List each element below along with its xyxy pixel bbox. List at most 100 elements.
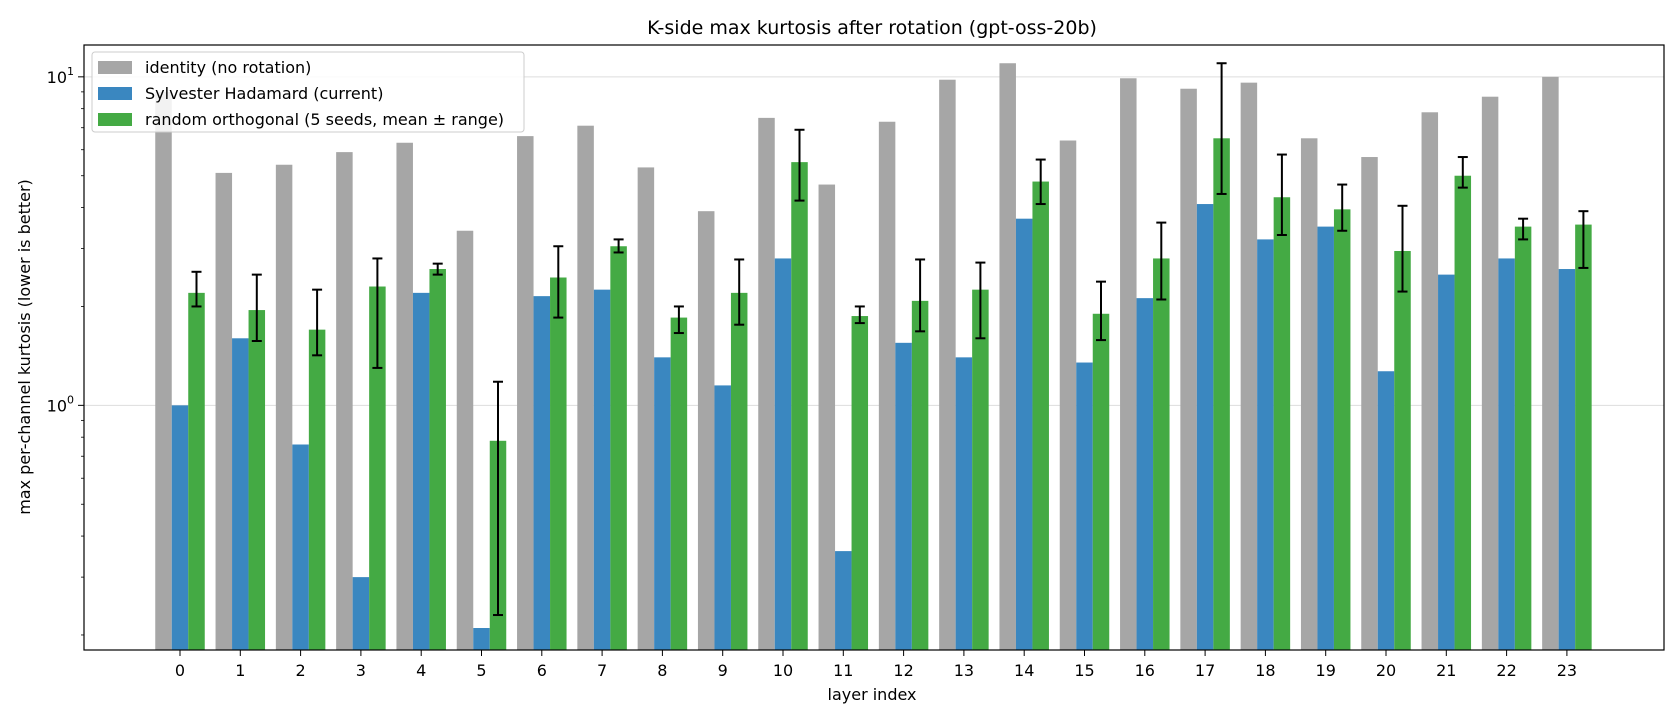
legend-entry-0: identity (no rotation)	[145, 58, 311, 77]
legend-swatch-1	[98, 87, 132, 100]
bar-series0-layer-12	[878, 121, 896, 650]
bar-series1-layer-2	[292, 444, 309, 650]
error-bar-layer-2	[312, 288, 323, 357]
bar-series2-layer-2	[308, 329, 326, 650]
bar-series2-layer-14	[1032, 181, 1049, 650]
bar-series2-layer-10	[791, 162, 808, 650]
bar-series0-layer-5	[456, 230, 474, 650]
error-bar-layer-19	[1337, 183, 1348, 232]
bar-series2-layer-21	[1454, 175, 1472, 650]
error-bar-layer-16	[1156, 221, 1167, 301]
bar-series2-layer-18	[1273, 197, 1291, 651]
bar-series0-layer-13	[939, 79, 956, 650]
error-bar-layer-22	[1518, 217, 1529, 241]
error-bar-layer-15	[1096, 280, 1106, 342]
bar-series0-layer-17	[1180, 88, 1197, 650]
bar-series1-layer-4	[412, 292, 430, 650]
error-bar-layer-13	[975, 261, 986, 340]
bar-series0-layer-9	[697, 211, 715, 651]
x-tick-label-2: 2	[296, 661, 306, 680]
bar-series1-layer-14	[1015, 218, 1033, 650]
legend-swatch-2	[98, 113, 132, 126]
chart-title: K-side max kurtosis after rotation (gpt-…	[647, 17, 1097, 39]
bar-series1-layer-19	[1317, 226, 1334, 650]
bar-series2-layer-23	[1575, 224, 1592, 650]
error-bar-layer-18	[1276, 153, 1287, 237]
bar-series1-layer-12	[895, 342, 912, 650]
bar-series0-layer-14	[999, 63, 1016, 651]
bar-series2-layer-7	[610, 246, 627, 650]
bar-series0-layer-18	[1240, 82, 1258, 650]
bar-series2-layer-6	[550, 277, 567, 650]
legend-box	[91, 51, 525, 133]
bar-series0-layer-11	[818, 184, 836, 650]
bar-series0-layer-19	[1300, 138, 1318, 650]
bar-series0-layer-20	[1361, 157, 1378, 651]
bar-series2-layer-16	[1153, 258, 1170, 650]
bar-series1-layer-9	[714, 385, 731, 650]
bar-series1-layer-17	[1196, 204, 1214, 650]
bar-series2-layer-17	[1213, 138, 1230, 650]
bar-series0-layer-4	[396, 142, 413, 651]
bar-series0-layer-21	[1421, 112, 1439, 651]
x-tick-label-18: 18	[1255, 661, 1275, 680]
bar-series1-layer-0	[171, 405, 189, 650]
bar-series0-layer-2	[275, 164, 293, 650]
bar-series1-layer-7	[593, 289, 611, 650]
x-tick-label-10: 10	[773, 661, 793, 680]
bar-series1-layer-20	[1377, 371, 1395, 650]
error-bar-layer-17	[1216, 62, 1227, 195]
x-tick-label-3: 3	[356, 661, 366, 680]
bar-series1-layer-21	[1438, 274, 1455, 650]
bar-series1-layer-8	[654, 357, 671, 650]
bar-series2-layer-19	[1333, 209, 1351, 650]
error-bar-layer-14	[1035, 158, 1046, 206]
x-tick-label-6: 6	[537, 661, 547, 680]
error-bar-layer-12	[915, 258, 926, 333]
error-bar-layer-23	[1578, 210, 1589, 269]
bar-series2-layer-4	[429, 269, 446, 650]
y-axis-label: max per-channel kurtosis (lower is bette…	[15, 179, 34, 515]
bar-series1-layer-6	[533, 296, 551, 650]
bar-series1-layer-18	[1257, 239, 1274, 650]
x-tick-label-16: 16	[1135, 661, 1155, 680]
error-bar-layer-8	[673, 305, 684, 335]
x-tick-label-19: 19	[1316, 661, 1336, 680]
x-tick-label-23: 23	[1557, 661, 1577, 680]
error-bar-layer-11	[854, 305, 865, 325]
x-tick-label-9: 9	[718, 661, 728, 680]
bar-series0-layer-23	[1542, 76, 1559, 650]
x-tick-label-8: 8	[657, 661, 667, 680]
legend-entry-2: random orthogonal (5 seeds, mean ± range…	[145, 110, 504, 129]
x-tick-label-4: 4	[416, 661, 426, 680]
bar-series1-layer-5	[473, 628, 490, 650]
bar-series0-layer-7	[577, 125, 594, 650]
bar-series2-layer-1	[248, 310, 266, 650]
plot-frame	[83, 44, 1665, 651]
error-bars	[191, 62, 1589, 617]
bar-series1-layer-13	[955, 357, 973, 650]
bar-series2-layer-9	[730, 292, 748, 650]
bar-series0-layer-16	[1120, 78, 1137, 650]
y-axis-ticks: 100 101	[47, 65, 84, 636]
bar-series2-layer-12	[911, 300, 929, 650]
bar-series1-layer-23	[1558, 269, 1576, 650]
error-bar-layer-3	[372, 257, 383, 369]
x-tick-label-17: 17	[1195, 661, 1215, 680]
bar-series0-layer-6	[517, 136, 534, 650]
bar-series2-layer-8	[670, 317, 688, 650]
legend-entry-1: Sylvester Hadamard (current)	[145, 84, 383, 103]
bar-series0-layer-10	[758, 117, 775, 650]
bar-series1-layer-10	[774, 258, 792, 650]
error-bar-layer-21	[1457, 156, 1468, 189]
x-tick-label-11: 11	[833, 661, 853, 680]
x-axis-label: layer index	[828, 685, 917, 704]
bar-series0-layer-22	[1481, 96, 1499, 650]
error-bar-layer-0	[191, 270, 202, 308]
bar-series0-layer-8	[637, 167, 655, 650]
error-bar-layer-5	[493, 380, 503, 617]
bar-series2-layer-0	[188, 292, 205, 650]
x-tick-label-21: 21	[1436, 661, 1456, 680]
bar-series1-layer-1	[232, 338, 249, 650]
